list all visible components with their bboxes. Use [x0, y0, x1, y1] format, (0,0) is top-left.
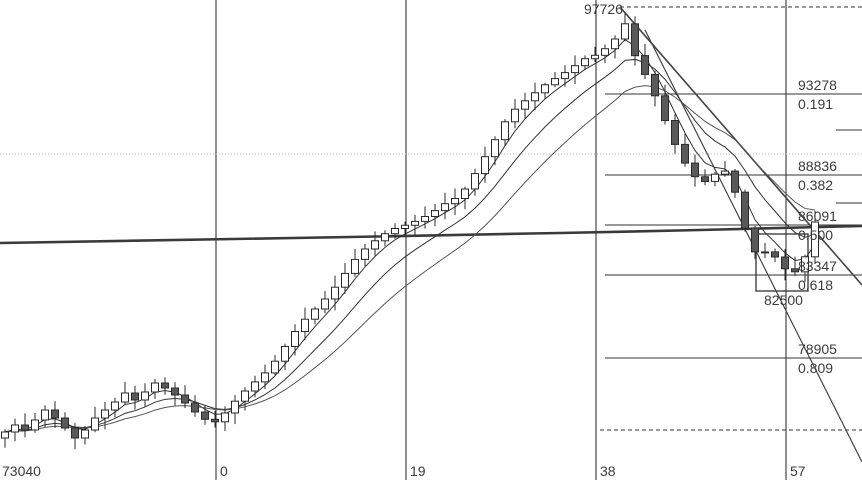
svg-text:88836: 88836 — [798, 158, 837, 174]
svg-text:0: 0 — [220, 463, 228, 479]
svg-text:97726: 97726 — [584, 1, 623, 17]
svg-text:78905: 78905 — [798, 341, 837, 357]
svg-text:19: 19 — [410, 463, 426, 479]
svg-text:0.382: 0.382 — [798, 177, 833, 193]
svg-text:0.500: 0.500 — [798, 227, 833, 243]
svg-text:82500: 82500 — [764, 292, 803, 308]
svg-text:0.809: 0.809 — [798, 360, 833, 376]
svg-text:38: 38 — [600, 463, 616, 479]
svg-text:0.191: 0.191 — [798, 96, 833, 112]
svg-text:93278: 93278 — [798, 77, 837, 93]
svg-text:83347: 83347 — [798, 258, 837, 274]
svg-text:0.618: 0.618 — [798, 277, 833, 293]
svg-text:86091: 86091 — [798, 208, 837, 224]
svg-text:57: 57 — [790, 463, 806, 479]
svg-text:73040: 73040 — [2, 463, 41, 479]
